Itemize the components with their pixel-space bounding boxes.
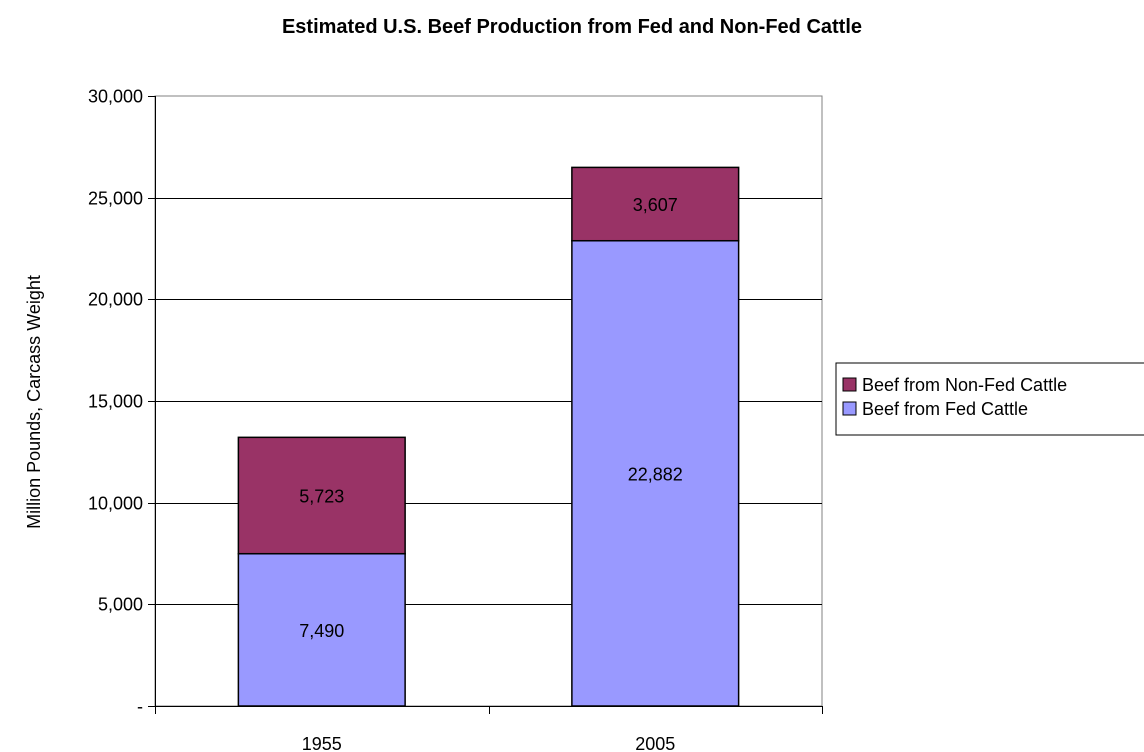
bar-fed-2005 bbox=[571, 239, 740, 707]
legend-label: Beef from Fed Cattle bbox=[862, 399, 1028, 419]
data-labels: 7,490 5,723 22,882 3,607 bbox=[299, 195, 683, 641]
y-tick-label: 25,000 bbox=[88, 189, 143, 209]
legend-box bbox=[835, 362, 1144, 436]
y-tick-label: 5,000 bbox=[98, 595, 143, 615]
bar-non-fed-2005 bbox=[571, 166, 740, 242]
y-tick-label: 30,000 bbox=[88, 87, 143, 107]
axes: - 5,000 10,000 15,000 20,000 25,000 30,000 1955… bbox=[88, 87, 823, 752]
y-tick-label: 10,000 bbox=[88, 494, 143, 514]
y-tick-label: 15,000 bbox=[88, 392, 143, 412]
x-tick-label: 1955 bbox=[302, 734, 342, 752]
y-tick-label: 20,000 bbox=[88, 290, 143, 310]
x-tick-label: 2005 bbox=[635, 734, 675, 752]
data-label-fed-1955: 7,490 bbox=[299, 621, 344, 641]
data-label-fed-2005: 22,882 bbox=[628, 464, 683, 484]
y-tick-label: - bbox=[137, 697, 143, 717]
chart-title: Estimated U.S. Beef Production from Fed … bbox=[282, 16, 862, 38]
legend-swatch bbox=[842, 377, 857, 392]
y-axis-title: Million Pounds, Carcass Weight bbox=[24, 275, 44, 529]
bars bbox=[237, 166, 740, 707]
legend-swatch bbox=[842, 401, 857, 416]
bar-non-fed-1955 bbox=[237, 436, 406, 555]
data-label-non-fed-1955: 5,723 bbox=[299, 487, 344, 507]
legend-label: Beef from Non-Fed Cattle bbox=[862, 375, 1067, 395]
legend: Beef from Non-Fed Cattle Beef from Fed Ca… bbox=[835, 362, 1144, 436]
data-label-non-fed-2005: 3,607 bbox=[633, 195, 678, 215]
